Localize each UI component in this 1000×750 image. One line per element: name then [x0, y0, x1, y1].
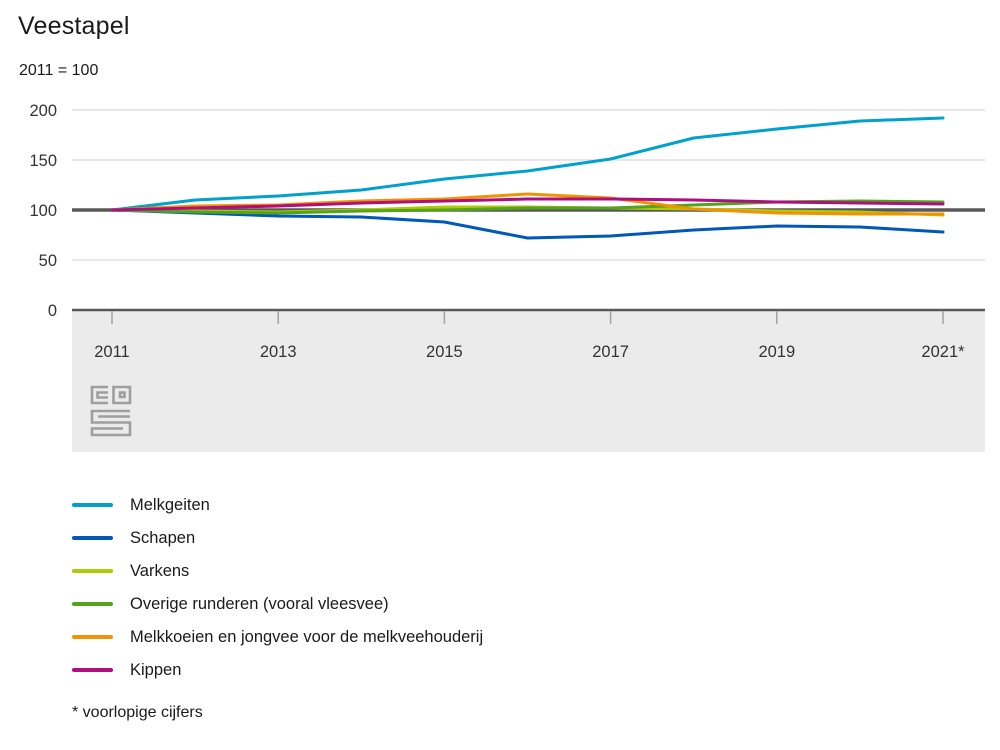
- legend-item-overige-runderen: Overige runderen (vooral vleesvee): [72, 594, 483, 614]
- cbs-logo-s: [90, 409, 132, 437]
- x-axis-label-2021: 2021*: [921, 343, 965, 361]
- cbs-logo-b: [112, 385, 132, 405]
- line-chart: 200 150 100 50 0 2011 2013 2015 2017 2019 2021*: [29, 102, 985, 452]
- y-axis-label-200: 200: [29, 102, 57, 120]
- series-lines: [110, 116, 945, 240]
- y-axis-label-100: 100: [29, 202, 57, 220]
- legend-item-melkgeiten: Melkgeiten: [72, 495, 483, 515]
- footnote: * voorlopige cijfers: [72, 704, 203, 721]
- x-axis-band: [72, 311, 985, 452]
- x-axis-band-rect: [72, 311, 985, 452]
- page-title: Veestapel: [18, 12, 130, 40]
- y-axis-label-0: 0: [48, 302, 57, 320]
- x-axis-label-2011: 2011: [94, 343, 129, 361]
- legend-item-melkkoeien: Melkkoeien en jongvee voor de melkveehou…: [72, 627, 483, 647]
- legend-label-schapen: Schapen: [130, 528, 196, 547]
- legend-swatch-varkens: [72, 569, 113, 573]
- cbs-logo-c-inner: [96, 391, 108, 399]
- legend-swatch-melkgeiten: [72, 503, 113, 507]
- x-axis-labels: 2011 2013 2015 2017 2019 2021*: [94, 343, 965, 361]
- legend: Melkgeiten Schapen Varkens Overige runde…: [72, 495, 483, 693]
- legend-swatch-schapen: [72, 536, 113, 540]
- legend-label-melkgeiten: Melkgeiten: [130, 495, 210, 514]
- y-axis-label-150: 150: [29, 152, 57, 170]
- series-line-kippen: [110, 197, 945, 212]
- legend-swatch-overige-runderen: [72, 602, 113, 606]
- cbs-logo: [90, 385, 132, 437]
- x-axis-label-2013: 2013: [260, 343, 297, 361]
- legend-swatch-melkkoeien: [72, 635, 113, 639]
- x-axis-label-2019: 2019: [758, 343, 795, 361]
- legend-item-kippen: Kippen: [72, 660, 483, 680]
- legend-label-varkens: Varkens: [130, 561, 190, 580]
- y-axis-label-50: 50: [39, 252, 57, 270]
- legend-swatch-kippen: [72, 668, 113, 672]
- cbs-logo-b-inner: [118, 391, 126, 399]
- x-axis-label-2017: 2017: [592, 343, 629, 361]
- legend-item-varkens: Varkens: [72, 561, 483, 581]
- chart-subtitle: 2011 = 100: [19, 62, 99, 79]
- gridlines: [72, 109, 985, 261]
- legend-item-schapen: Schapen: [72, 528, 483, 548]
- series-line-melkgeiten: [110, 116, 945, 212]
- y-axis-labels: 200 150 100 50 0: [29, 102, 57, 320]
- legend-label-melkkoeien: Melkkoeien en jongvee voor de melkveehou…: [130, 627, 484, 646]
- legend-label-overige-runderen: Overige runderen (vooral vleesvee): [130, 594, 389, 613]
- x-axis-label-2015: 2015: [426, 343, 463, 361]
- x-axis-ticks: [111, 311, 944, 324]
- series-line-schapen: [110, 208, 945, 240]
- legend-label-kippen: Kippen: [130, 660, 182, 679]
- cbs-logo-c: [90, 385, 108, 405]
